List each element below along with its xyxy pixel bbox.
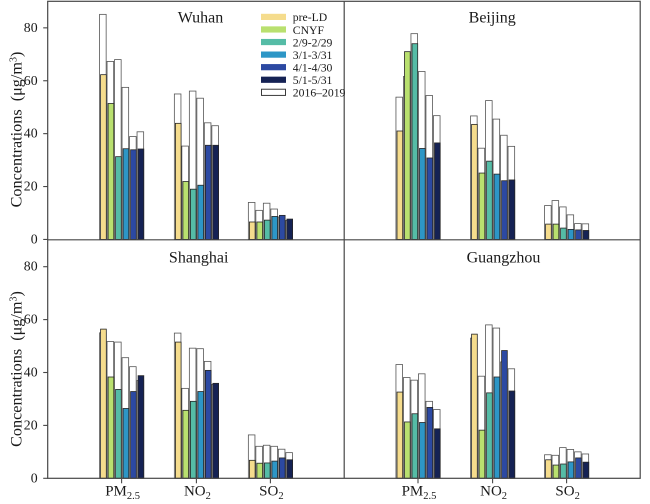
svg-text:SO2: SO2 (259, 483, 283, 502)
svg-text:60: 60 (24, 312, 38, 327)
svg-text:40: 40 (24, 365, 38, 380)
svg-text:80: 80 (24, 259, 38, 274)
svg-text:0: 0 (31, 231, 38, 246)
svg-text:pre-LD: pre-LD (293, 11, 327, 24)
svg-text:60: 60 (24, 73, 38, 88)
svg-text:40: 40 (24, 126, 38, 141)
svg-text:3/1-3/31: 3/1-3/31 (293, 49, 333, 62)
svg-text:CNYF: CNYF (293, 24, 325, 37)
svg-text:5/1-5/31: 5/1-5/31 (293, 74, 333, 87)
svg-text:Wuhan: Wuhan (178, 10, 224, 27)
svg-text:Guangzhou: Guangzhou (467, 250, 541, 267)
svg-text:20: 20 (24, 179, 38, 194)
svg-text:NO2: NO2 (480, 483, 507, 502)
svg-text:2016–2019: 2016–2019 (293, 87, 346, 100)
svg-text:0: 0 (31, 470, 38, 485)
svg-text:Beijing: Beijing (469, 10, 516, 27)
svg-text:Concentrations (μg/m3): Concentrations (μg/m3) (7, 291, 25, 447)
svg-text:SO2: SO2 (555, 483, 579, 502)
svg-text:Concentrations (μg/m3): Concentrations (μg/m3) (7, 52, 25, 208)
svg-text:NO2: NO2 (184, 483, 211, 502)
svg-text:80: 80 (24, 20, 38, 35)
svg-text:Shanghai: Shanghai (169, 250, 229, 267)
svg-text:20: 20 (24, 417, 38, 432)
svg-text:4/1-4/30: 4/1-4/30 (293, 61, 333, 74)
svg-text:2/9-2/29: 2/9-2/29 (293, 36, 333, 49)
